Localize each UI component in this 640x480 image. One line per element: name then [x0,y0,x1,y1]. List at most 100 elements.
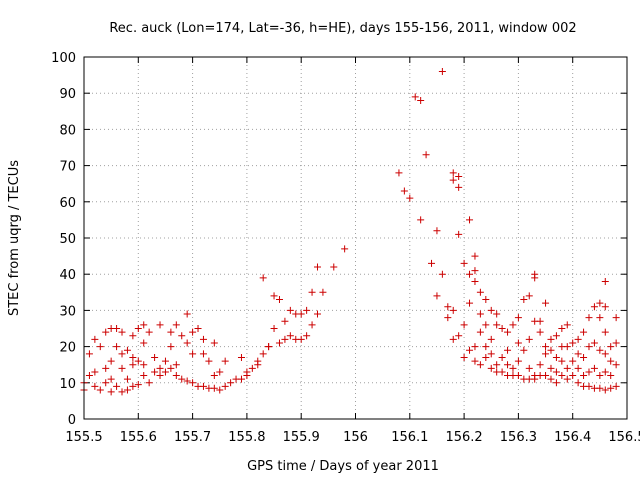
data-point [476,288,484,296]
data-point [601,277,609,285]
data-point [601,303,609,311]
data-point [455,332,463,340]
data-point [563,364,571,372]
data-point [476,361,484,369]
data-point [183,377,191,385]
data-point [525,364,533,372]
data-point [156,372,164,380]
data-point [118,364,126,372]
x-tick-labels: 155.5 155.6 155.7 155.8 155.9 156 156.1 156.2 15… [65,430,640,445]
x-tick-label: 156.1 [391,430,428,445]
data-point [498,325,506,332]
data-point [227,379,235,387]
y-tick-label: 100 [51,51,76,66]
data-point [303,332,311,340]
data-point [96,386,104,394]
y-tick-label: 70 [59,160,76,175]
data-point [433,227,441,235]
data-point [471,357,479,365]
data-point [118,350,126,358]
data-point [612,382,620,390]
data-point [91,368,99,376]
data-point [493,361,501,369]
data-point [455,172,463,180]
data-point [509,364,517,372]
data-point [498,368,506,376]
data-point [460,353,468,361]
data-point [107,357,115,365]
data-point [199,382,207,390]
data-point [471,343,479,351]
data-point [395,169,403,177]
data-point [205,357,213,365]
x-tick-label: 156 [343,430,368,445]
data-point [281,317,289,325]
data-point [145,328,153,336]
x-tick-label: 155.8 [228,430,265,445]
data-point [140,361,148,369]
data-point [460,259,468,267]
data-point [558,357,566,365]
y-tick-label: 90 [59,87,76,102]
x-tick-label: 155.6 [120,430,157,445]
data-point [161,357,169,365]
data-point [580,372,588,380]
data-point [199,350,207,358]
grid-lines [84,57,627,419]
data-point [498,353,506,361]
data-point [134,381,142,389]
data-point [542,343,550,351]
data-point [504,361,512,369]
data-point [476,328,484,336]
data-point [123,375,131,383]
data-point [91,382,99,390]
data-point [221,382,229,390]
data-point [514,339,522,347]
data-point [574,379,582,387]
data-point [400,187,408,195]
data-point [270,325,278,332]
data-point [536,317,544,325]
data-point [449,176,457,184]
data-point [118,388,126,396]
data-point [542,372,550,380]
y-tick-label: 80 [59,123,76,138]
data-point [270,292,278,300]
data-point [237,353,245,361]
data-point [178,375,186,383]
data-point [313,310,321,318]
data-point [107,375,115,383]
data-point [574,350,582,358]
data-point [156,321,164,329]
data-point [520,296,528,304]
data-point [466,299,474,307]
data-point [140,321,148,329]
y-tick-label: 0 [68,413,76,428]
data-point [313,263,321,271]
data-point [134,325,142,332]
data-point [547,335,555,343]
data-point [237,375,245,383]
y-tick-label: 50 [59,232,76,247]
data-point [85,372,93,380]
data-point [596,299,604,307]
data-point [259,350,267,358]
data-point [210,339,218,347]
data-point [134,357,142,365]
data-point [422,151,430,159]
data-point [585,343,593,351]
data-point [514,372,522,380]
data-point [183,310,191,318]
data-point [449,306,457,314]
data-point [607,343,615,351]
data-point [216,386,224,394]
data-point [487,364,495,372]
data-point [102,379,110,387]
data-point [96,343,104,351]
data-point [612,339,620,347]
data-point [580,328,588,336]
data-point [552,368,560,376]
data-point [216,368,224,376]
x-tick-label: 156.5 [608,430,640,445]
data-point [433,292,441,300]
